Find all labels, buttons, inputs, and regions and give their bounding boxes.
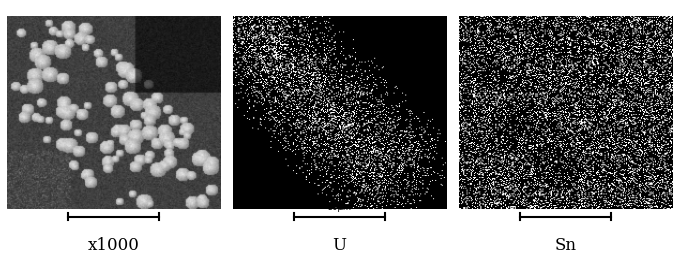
Text: U: U — [332, 237, 347, 254]
Text: Sn: Sn — [554, 237, 576, 254]
Text: x1000: x1000 — [87, 237, 140, 254]
Text: 50μm: 50μm — [327, 203, 352, 212]
